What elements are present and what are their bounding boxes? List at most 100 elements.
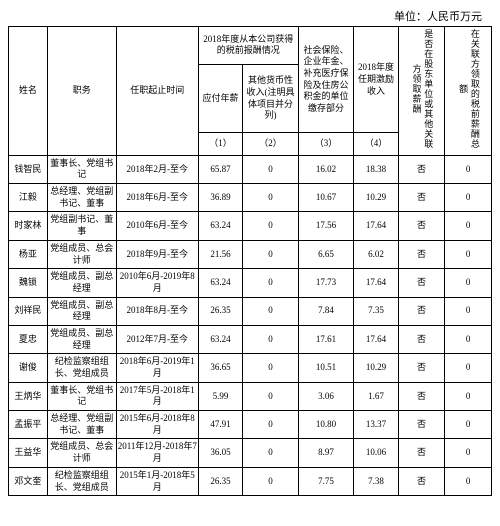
cell-related: 否 <box>398 297 445 325</box>
table-row: 邓文奎纪检监察组组长、党组成员2015年1月-2018年5月26.3507.75… <box>9 467 492 495</box>
cell-base-pay: 5.99 <box>198 382 242 410</box>
cell-tenure: 2010年6月-至今 <box>116 212 198 240</box>
cell-social: 17.56 <box>298 212 354 240</box>
h-n2: （2） <box>243 133 299 155</box>
cell-incentive: 17.64 <box>354 269 398 297</box>
table-row: 谢俊纪检监察组组长、党组成员2018年6月-2019年1月36.65010.51… <box>9 354 492 382</box>
cell-other: 0 <box>243 325 299 353</box>
cell-position: 党组副书记、董事 <box>47 212 116 240</box>
cell-tenure: 2018年9月-至今 <box>116 240 198 268</box>
h-n3: （3） <box>298 133 354 155</box>
cell-position: 党组成员、副总经理 <box>47 297 116 325</box>
cell-related: 否 <box>398 354 445 382</box>
cell-tenure: 2015年6月-2018年8月 <box>116 411 198 439</box>
cell-other: 0 <box>243 411 299 439</box>
unit-label: 单位：人民币万元 <box>8 8 492 24</box>
cell-incentive: 6.02 <box>354 240 398 268</box>
cell-base-pay: 63.24 <box>198 325 242 353</box>
cell-position: 党组成员、总会计师 <box>47 439 116 467</box>
h-n1: （1） <box>198 133 242 155</box>
cell-social: 17.73 <box>298 269 354 297</box>
cell-name: 夏忠 <box>9 325 48 353</box>
cell-other: 0 <box>243 382 299 410</box>
cell-name: 时家林 <box>9 212 48 240</box>
cell-incentive: 13.37 <box>354 411 398 439</box>
compensation-table: 姓名 职务 任职起止时间 2018年度从本公司获得的税前报酬情况 社会保险、企业… <box>8 26 492 496</box>
cell-related-amt: 0 <box>445 325 492 353</box>
cell-base-pay: 36.65 <box>198 354 242 382</box>
h-incentive: 2018年度任期激励收入 <box>354 27 398 133</box>
cell-tenure: 2010年6月-2019年8月 <box>116 269 198 297</box>
cell-social: 10.51 <box>298 354 354 382</box>
cell-related: 否 <box>398 269 445 297</box>
table-row: 王炳华董事长、党组书记2017年5月-2018年1月5.9903.061.67否… <box>9 382 492 410</box>
cell-base-pay: 21.56 <box>198 240 242 268</box>
cell-position: 董事长、党组书记 <box>47 155 116 183</box>
cell-incentive: 1.67 <box>354 382 398 410</box>
cell-related: 否 <box>398 382 445 410</box>
cell-social: 10.67 <box>298 184 354 212</box>
cell-name: 钱智民 <box>9 155 48 183</box>
cell-tenure: 2017年5月-2018年1月 <box>116 382 198 410</box>
table-row: 魏锁党组成员、副总经理2010年6月-2019年8月63.24017.7317.… <box>9 269 492 297</box>
h-related: 是否在股东单位或其他关联方领取薪酬 <box>398 27 445 156</box>
cell-related: 否 <box>398 184 445 212</box>
cell-related-amt: 0 <box>445 269 492 297</box>
cell-incentive: 17.64 <box>354 325 398 353</box>
cell-incentive: 17.64 <box>354 212 398 240</box>
cell-social: 3.06 <box>298 382 354 410</box>
table-row: 刘祥民党组成员、副总经理2018年8月-至今26.3507.847.35否0 <box>9 297 492 325</box>
h-comp-group: 2018年度从本公司获得的税前报酬情况 <box>198 27 298 65</box>
cell-base-pay: 26.35 <box>198 297 242 325</box>
cell-base-pay: 26.35 <box>198 467 242 495</box>
cell-incentive: 7.35 <box>354 297 398 325</box>
table-row: 孟振平总经理、党组副书记、董事2015年6月-2018年8月47.91010.8… <box>9 411 492 439</box>
cell-name: 刘祥民 <box>9 297 48 325</box>
cell-related-amt: 0 <box>445 411 492 439</box>
cell-incentive: 10.29 <box>354 184 398 212</box>
cell-base-pay: 63.24 <box>198 212 242 240</box>
cell-related-amt: 0 <box>445 297 492 325</box>
cell-related: 否 <box>398 467 445 495</box>
cell-base-pay: 65.87 <box>198 155 242 183</box>
cell-name: 魏锁 <box>9 269 48 297</box>
cell-social: 8.97 <box>298 439 354 467</box>
cell-position: 党组成员、副总经理 <box>47 325 116 353</box>
cell-social: 10.80 <box>298 411 354 439</box>
cell-name: 王益华 <box>9 439 48 467</box>
table-row: 杨亚党组成员、总会计师2018年9月-至今21.5606.656.02否0 <box>9 240 492 268</box>
cell-position: 总经理、党组副书记、董事 <box>47 184 116 212</box>
cell-social: 17.61 <box>298 325 354 353</box>
cell-other: 0 <box>243 354 299 382</box>
cell-related-amt: 0 <box>445 467 492 495</box>
cell-other: 0 <box>243 240 299 268</box>
cell-incentive: 7.38 <box>354 467 398 495</box>
cell-related-amt: 0 <box>445 155 492 183</box>
h-other-income: 其他货币性收入(注明具体项目并分列) <box>243 64 299 133</box>
cell-other: 0 <box>243 439 299 467</box>
cell-base-pay: 36.89 <box>198 184 242 212</box>
cell-position: 纪检监察组组长、党组成员 <box>47 467 116 495</box>
cell-incentive: 10.29 <box>354 354 398 382</box>
cell-position: 总经理、党组副书记、董事 <box>47 411 116 439</box>
cell-position: 党组成员、副总经理 <box>47 269 116 297</box>
cell-name: 谢俊 <box>9 354 48 382</box>
h-base-pay: 应付年薪 <box>198 64 242 133</box>
cell-other: 0 <box>243 269 299 297</box>
h-position: 职务 <box>47 27 116 156</box>
cell-related-amt: 0 <box>445 184 492 212</box>
cell-related-amt: 0 <box>445 382 492 410</box>
cell-related: 否 <box>398 439 445 467</box>
cell-base-pay: 36.05 <box>198 439 242 467</box>
cell-base-pay: 47.91 <box>198 411 242 439</box>
cell-social: 16.02 <box>298 155 354 183</box>
cell-name: 王炳华 <box>9 382 48 410</box>
cell-related-amt: 0 <box>445 240 492 268</box>
cell-related: 否 <box>398 325 445 353</box>
cell-base-pay: 63.24 <box>198 269 242 297</box>
cell-incentive: 10.06 <box>354 439 398 467</box>
cell-tenure: 2015年1月-2018年5月 <box>116 467 198 495</box>
cell-social: 7.84 <box>298 297 354 325</box>
h-related-amt: 在关联方领取的税前薪酬总额 <box>445 27 492 156</box>
cell-name: 邓文奎 <box>9 467 48 495</box>
